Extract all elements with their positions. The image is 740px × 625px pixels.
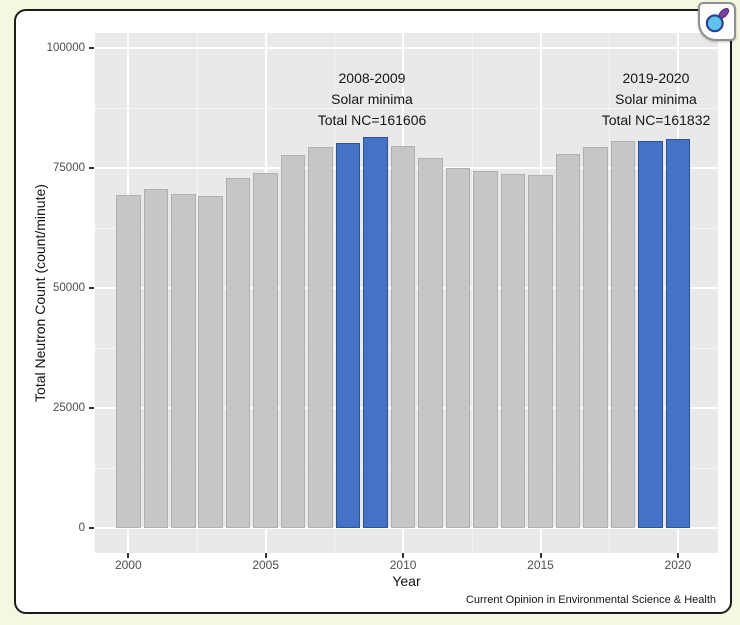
y-tick-label: 50000 (53, 282, 85, 294)
x-tick-label: 2010 (389, 558, 417, 572)
y-axis-title: Total Neutron Count (count/minute) (32, 184, 48, 402)
y-tickmark (89, 527, 94, 529)
bar (171, 194, 196, 528)
annotation-line: Total NC=161606 (317, 112, 427, 128)
annotation-line: Total NC=161832 (601, 112, 711, 128)
bar (610, 141, 636, 528)
y-tick-label: 100000 (46, 42, 85, 54)
bar-highlighted (363, 137, 388, 528)
x-tickmark (539, 553, 542, 558)
bar (445, 168, 471, 528)
bar (308, 147, 333, 528)
bar (225, 178, 251, 528)
journal-credit: Current Opinion in Environmental Science… (465, 594, 716, 606)
y-tick-label: 75000 (53, 162, 85, 174)
bar (583, 147, 608, 528)
annotation-line: Solar minima (331, 91, 413, 107)
annotation-line: 2019-2020 (622, 70, 690, 86)
x-axis-title: Year (392, 573, 421, 589)
y-tick-label: 0 (78, 522, 85, 534)
bar-highlighted (335, 143, 361, 528)
plot-panel: 2008-2009 Solar minima Total NC=161606 2019… (95, 33, 718, 553)
x-tick-label: 2005 (252, 558, 280, 572)
x-tickmark (676, 553, 679, 558)
journal-logo (698, 2, 736, 41)
minor-gridline-vertical (609, 33, 611, 553)
y-tick-label: 25000 (53, 402, 85, 414)
minor-gridline-vertical (197, 33, 198, 553)
bar-highlighted (665, 139, 691, 528)
bar (418, 158, 443, 528)
y-tickmark (89, 47, 94, 49)
bar (116, 195, 141, 528)
x-tick-label: 2020 (664, 558, 692, 572)
bar (500, 174, 526, 528)
bar (528, 175, 553, 528)
x-tickmark (264, 553, 267, 558)
annotation-solar-minima: 2008-2009 Solar minima Total NC=161606 (272, 68, 472, 131)
x-tick-label: 2015 (527, 558, 554, 572)
x-tickmark (127, 553, 130, 558)
minor-gridline-vertical (471, 33, 473, 553)
magnifier-icon (705, 8, 730, 33)
annotation-line: 2008-2009 (338, 70, 406, 86)
minor-gridline-vertical (334, 33, 336, 553)
bar (280, 155, 306, 528)
bar (473, 171, 498, 528)
x-tickmark (402, 553, 405, 558)
bar-highlighted (638, 141, 663, 528)
bar (198, 196, 223, 528)
minor-gridline-horizontal (95, 108, 718, 109)
major-gridline-horizontal (95, 527, 718, 529)
major-gridline-horizontal (95, 47, 718, 49)
bar (555, 154, 581, 528)
bar (390, 146, 416, 528)
y-tickmark (89, 167, 94, 169)
y-tickmark (89, 287, 94, 289)
annotation-solar-minima: 2019-2020 Solar minima Total NC=161832 (556, 68, 740, 131)
bar (143, 189, 169, 528)
bar (253, 173, 278, 528)
x-tick-label: 2000 (114, 558, 142, 572)
annotation-line: Solar minima (615, 91, 697, 107)
y-tickmark (89, 407, 94, 409)
